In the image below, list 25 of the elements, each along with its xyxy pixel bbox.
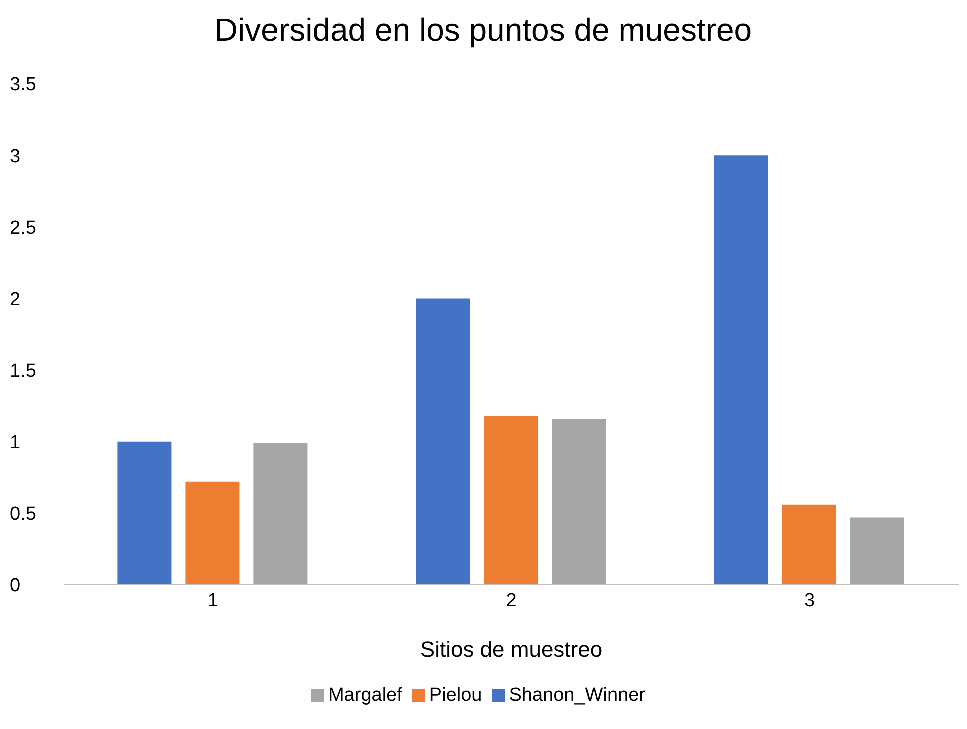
bar (118, 442, 172, 585)
x-tick-label: 1 (208, 590, 218, 612)
x-tick-label: 3 (804, 590, 816, 612)
legend-label: Shanon_Winner (509, 685, 646, 706)
chart-title: Diversidad en los puntos de muestreo (214, 11, 754, 50)
y-tick-label: 3.5 (10, 74, 36, 96)
y-tick-label: 2.5 (10, 218, 36, 239)
y-tick-label: 0.5 (10, 504, 36, 526)
bar (254, 443, 308, 585)
legend-label: Pielou (429, 685, 482, 706)
y-tick-label: 2 (10, 289, 21, 310)
x-tick-label: 2 (506, 590, 517, 612)
bar (782, 504, 836, 585)
bar (552, 418, 606, 585)
y-tick-label: 1.5 (10, 361, 36, 382)
bar (416, 298, 470, 585)
bar (714, 156, 768, 585)
bar (186, 482, 240, 585)
legend-label: Margalef (328, 685, 402, 706)
bar (850, 518, 904, 585)
y-tick-label: 0 (10, 576, 21, 597)
x-axis-title: Sitios de muestreo (420, 637, 603, 662)
y-tick-label: 3 (10, 146, 21, 168)
y-tick-label: 1 (10, 432, 21, 454)
bar (484, 416, 538, 585)
